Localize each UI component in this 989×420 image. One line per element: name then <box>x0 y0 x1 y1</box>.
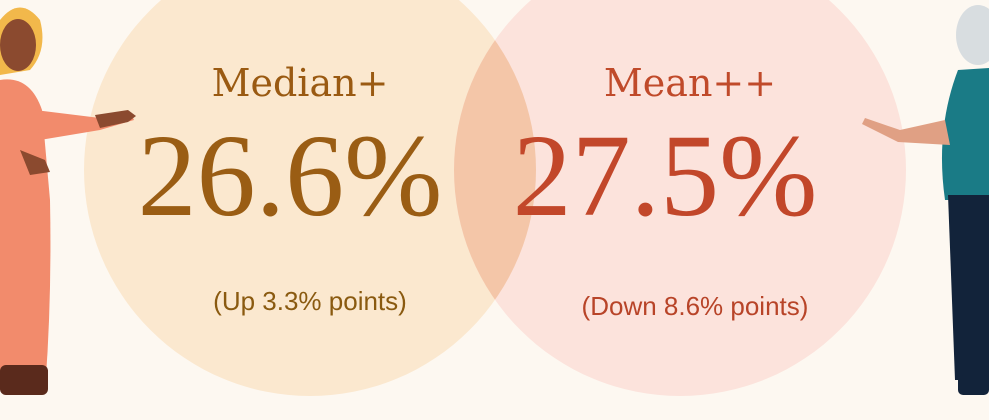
stat-change: (Up 3.3% points) <box>213 286 407 316</box>
stat-label: Median+ <box>212 61 389 105</box>
stat-label: Mean++ <box>604 61 776 105</box>
median-circle <box>84 0 536 396</box>
stat-value: 27.5% <box>513 110 818 241</box>
stat-value: 26.6% <box>138 110 443 241</box>
mean-circle <box>454 0 906 396</box>
right-figure <box>862 5 989 395</box>
left-figure <box>0 7 136 395</box>
stat-change: (Down 8.6% points) <box>582 291 809 321</box>
